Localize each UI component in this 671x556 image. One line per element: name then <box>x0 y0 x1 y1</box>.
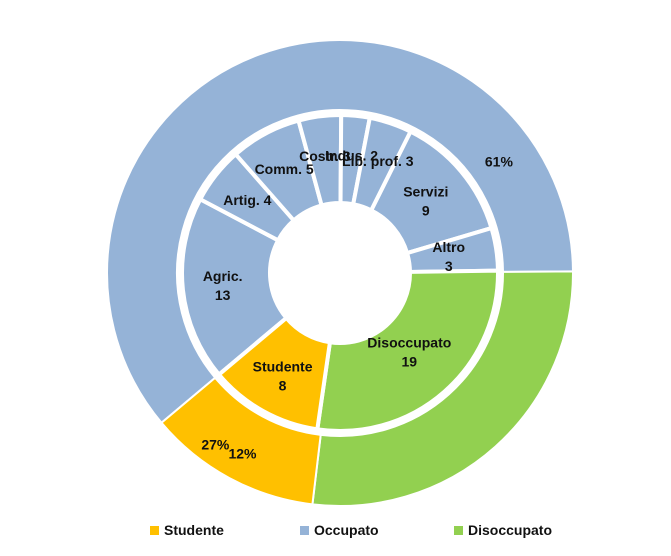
inner-label-altro: Altro 3 <box>432 239 465 274</box>
outer-label-occupato: 61% <box>485 154 514 170</box>
outer-slice-occupato <box>106 39 575 425</box>
inner-label-artig: Artig. 4 <box>223 192 271 208</box>
inner-label-agric: Agric. 13 <box>203 268 243 303</box>
legend-item-studente: Studente <box>150 522 224 538</box>
inner-label-comm: Comm. 5 <box>255 161 314 177</box>
outer-slice-disoccupato <box>311 270 574 507</box>
outer-ring <box>106 39 575 507</box>
legend-label-occupato: Occupato <box>314 522 379 538</box>
legend-label-disoccupato: Disoccupato <box>468 522 553 538</box>
legend-item-occupato: Occupato <box>300 522 379 538</box>
outer-label-studente: 12% <box>228 445 257 461</box>
inner-label-servizi: Servizi 9 <box>403 184 448 219</box>
inner-slice-disoccupato <box>315 268 500 433</box>
outer-label-disoccupato: 27% <box>201 437 230 453</box>
outer-slice-studente <box>160 376 322 506</box>
legend: Studente Occupato Disoccupato <box>0 522 671 546</box>
inner-label-studente: Studente 8 <box>253 359 313 394</box>
legend-swatch-occupato <box>300 525 309 535</box>
inner-label-indus: Indus. 2 <box>325 148 378 164</box>
legend-swatch-studente <box>150 525 159 535</box>
inner-label-lib-prof: Lib. prof. 3 <box>342 153 414 169</box>
inner-label-costr: Costr. 3 <box>299 148 351 164</box>
legend-label-studente: Studente <box>164 522 224 538</box>
inner-ring <box>180 112 501 433</box>
inner-slice-agric <box>180 196 290 378</box>
inner-label-disoccupato: Disoccupato 19 <box>367 334 451 369</box>
legend-item-disoccupato: Disoccupato <box>454 522 552 538</box>
inner-slice-studente <box>216 315 333 432</box>
legend-swatch-disoccupato <box>454 525 463 535</box>
